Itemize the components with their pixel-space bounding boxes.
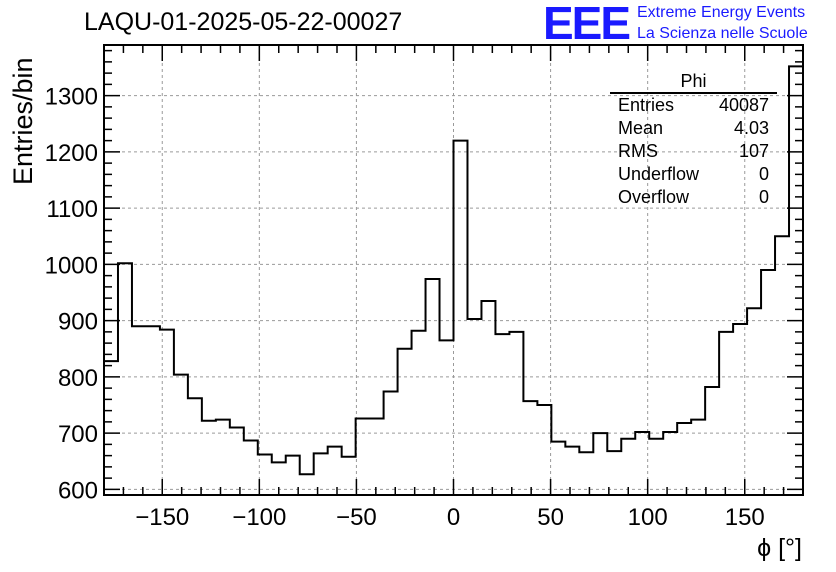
stats-label: Underflow	[618, 164, 700, 184]
eee-logo: EEE	[543, 0, 631, 49]
stats-value: 4.03	[733, 118, 769, 138]
y-tick-label: 1100	[46, 196, 98, 223]
x-tick-label: −100	[232, 504, 286, 531]
tick-labels: −150 −100 −50 0 50 100 150 600 700 800 900 1000 1100…	[45, 84, 765, 531]
axis-ticks	[103, 45, 804, 495]
histogram-line	[104, 65, 803, 476]
stats-value: 40087	[718, 95, 769, 115]
y-tick-label: 800	[58, 365, 98, 392]
y-tick-label: 1200	[45, 140, 98, 167]
stats-title: Phi	[610, 70, 777, 94]
y-tick-label: 700	[58, 421, 98, 448]
x-tick-label: 100	[628, 504, 668, 531]
stats-value: 107	[738, 141, 769, 161]
x-tick-label: −50	[336, 504, 377, 531]
y-tick-label: 900	[58, 309, 98, 336]
x-tick-label: 0	[447, 504, 460, 531]
stats-box: Phi Entries 40087 Mean 4.03 RMS 107 Underfl…	[610, 70, 777, 209]
x-tick-label: 150	[725, 504, 765, 531]
stats-label: Overflow	[618, 187, 690, 207]
stats-value: 0	[758, 187, 769, 207]
y-tick-label: 1300	[45, 84, 98, 111]
stats-row-mean: Mean 4.03	[610, 117, 777, 140]
y-axis-label: Entries/bin	[8, 57, 38, 185]
y-tick-label: 1000	[45, 252, 98, 279]
stats-label: Entries	[618, 95, 675, 115]
x-tick-label: 50	[537, 504, 564, 531]
logo-line-1: Extreme Energy Events	[637, 4, 806, 21]
stats-row-overflow: Overflow 0	[610, 186, 777, 209]
stats-row-entries: Entries 40087	[610, 94, 777, 117]
stats-row-underflow: Underflow 0	[610, 163, 777, 186]
logo-line-2: La Scienza nelle Scuole	[637, 25, 808, 42]
x-tick-label: −150	[135, 504, 189, 531]
stats-label: RMS	[618, 141, 658, 161]
stats-row-rms: RMS 107	[610, 140, 777, 163]
y-tick-label: 600	[58, 477, 98, 504]
chart-title: LAQU-01-2025-05-22-00027	[84, 8, 403, 36]
plot-frame	[103, 44, 804, 496]
x-axis-label: ϕ [°]	[757, 534, 802, 562]
histogram-series	[104, 65, 803, 476]
stats-value: 0	[758, 164, 769, 184]
stats-label: Mean	[618, 118, 664, 138]
